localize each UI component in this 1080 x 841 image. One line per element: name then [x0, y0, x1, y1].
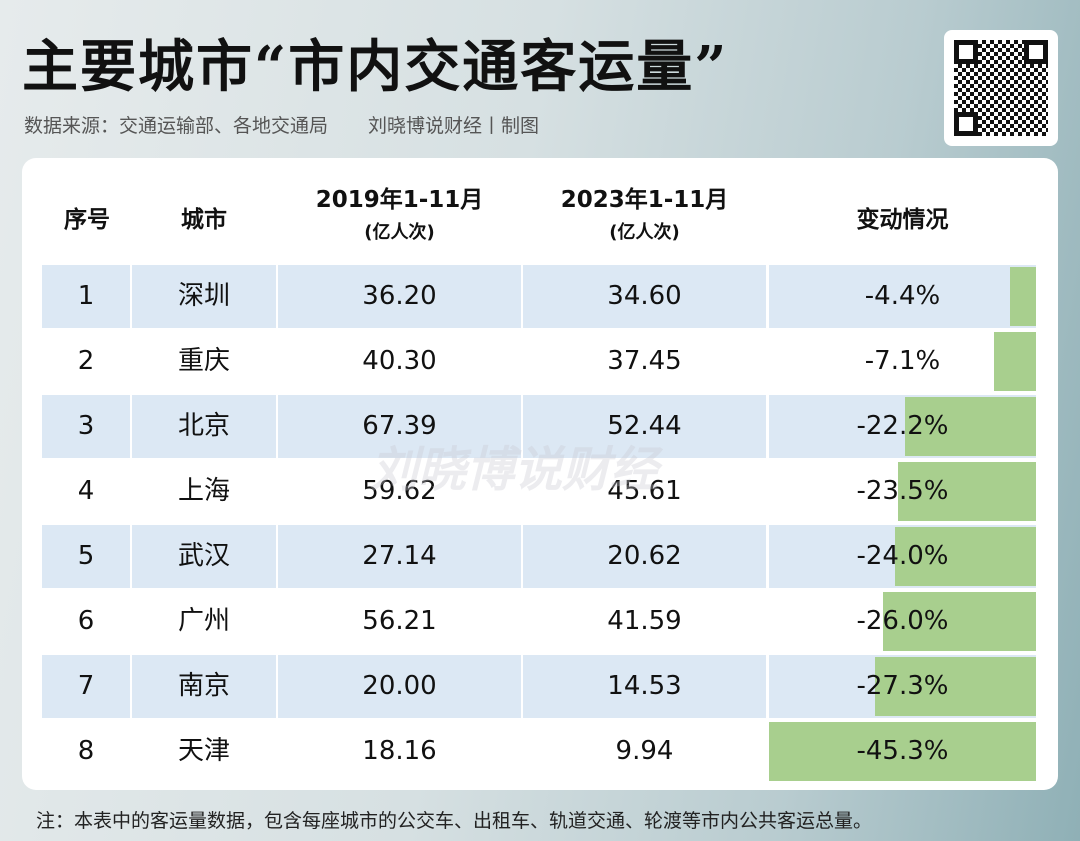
cell-y2023: 52.44 [523, 395, 766, 458]
cell-index: 5 [42, 525, 130, 588]
subtitle: 数据来源：交通运输部、各地交通局 刘晓博说财经丨制图 [24, 111, 579, 138]
cell-y2019: 67.39 [278, 395, 521, 458]
cell-y2019: 18.16 [362, 736, 437, 766]
table-row: 6 广州 56.21 41.59 -26.0% [42, 590, 1036, 653]
cell-y2023: 41.59 [607, 606, 682, 636]
cell-y2023: 9.94 [615, 736, 674, 766]
cell-y2019: 36.20 [278, 265, 521, 328]
cell-change: -4.4% [769, 265, 1036, 328]
change-value: -27.3% [856, 671, 949, 701]
change-bar [897, 462, 1036, 521]
cell-change: -24.0% [769, 525, 1036, 588]
cell-change: -45.3% [769, 720, 1036, 783]
header-index: 序号 [64, 207, 110, 233]
change-value: -7.1% [864, 346, 941, 376]
page-title: 主要城市“市内交通客运量” [22, 34, 729, 100]
cell-y2023: 20.62 [523, 525, 766, 588]
cell-index: 4 [77, 476, 95, 506]
cell-city: 广州 [177, 606, 230, 636]
change-bar [1010, 267, 1036, 326]
cell-city: 天津 [177, 736, 230, 766]
change-bar [875, 657, 1036, 716]
change-bar [769, 722, 1036, 781]
cell-index: 1 [42, 265, 130, 328]
cell-y2023: 37.45 [607, 346, 682, 376]
change-bar [994, 332, 1036, 391]
cell-city: 武汉 [132, 525, 276, 588]
cell-change: -26.0% [769, 590, 1036, 653]
table-row: 4 上海 59.62 45.61 -23.5% [42, 460, 1036, 523]
cell-y2019: 56.21 [362, 606, 437, 636]
cell-index: 7 [42, 655, 130, 718]
change-bar [905, 397, 1036, 456]
cell-y2019: 27.14 [278, 525, 521, 588]
data-table: 序号 城市 2019年1-11月 (亿人次) 2023年1-11月 (亿人次) 变动… [22, 158, 1058, 790]
qr-code [944, 30, 1058, 146]
change-value: -23.5% [856, 476, 949, 506]
header-change: 变动情况 [856, 207, 949, 233]
cell-index: 6 [77, 606, 95, 636]
table-row: 7 南京 20.00 14.53 -27.3% [42, 655, 1036, 718]
cell-change: -7.1% [769, 330, 1036, 393]
cell-city: 重庆 [177, 346, 230, 376]
header-2023: 2023年1-11月 (亿人次) [560, 187, 729, 243]
cell-index: 3 [42, 395, 130, 458]
change-bar [894, 527, 1036, 586]
cell-y2023: 45.61 [607, 476, 682, 506]
cell-y2023: 14.53 [523, 655, 766, 718]
cell-city: 北京 [132, 395, 276, 458]
cell-city: 上海 [177, 476, 230, 506]
footnote: 注：本表中的客运量数据，包含每座城市的公交车、出租车、轨道交通、轮渡等市内公共客… [36, 810, 873, 832]
table-row: 5 武汉 27.14 20.62 -24.0% [42, 525, 1036, 588]
table-row: 8 天津 18.16 9.94 -45.3% [42, 720, 1036, 783]
table-row: 3 北京 67.39 52.44 -22.2% [42, 395, 1036, 458]
table-row: 2 重庆 40.30 37.45 -7.1% [42, 330, 1036, 393]
cell-y2019: 40.30 [362, 346, 437, 376]
source-text: 数据来源：交通运输部、各地交通局 [24, 115, 329, 137]
table-row: 1 深圳 36.20 34.60 -4.4% [42, 265, 1036, 328]
cell-change: -22.2% [769, 395, 1036, 458]
change-value: -22.2% [856, 411, 949, 441]
cell-city: 南京 [132, 655, 276, 718]
cell-city: 深圳 [132, 265, 276, 328]
cell-index: 2 [77, 346, 95, 376]
change-bar [882, 592, 1036, 651]
change-value: -26.0% [856, 606, 949, 636]
author-text: 刘晓博说财经丨制图 [368, 115, 540, 137]
change-value: -4.4% [864, 281, 941, 311]
header-2019: 2019年1-11月 (亿人次) [315, 187, 484, 243]
change-value: -45.3% [856, 736, 949, 766]
cell-change: -27.3% [769, 655, 1036, 718]
cell-y2023: 34.60 [523, 265, 766, 328]
header-city: 城市 [181, 207, 227, 233]
cell-y2019: 20.00 [278, 655, 521, 718]
cell-index: 8 [77, 736, 95, 766]
cell-change: -23.5% [769, 460, 1036, 523]
change-value: -24.0% [856, 541, 949, 571]
cell-y2019: 59.62 [362, 476, 437, 506]
